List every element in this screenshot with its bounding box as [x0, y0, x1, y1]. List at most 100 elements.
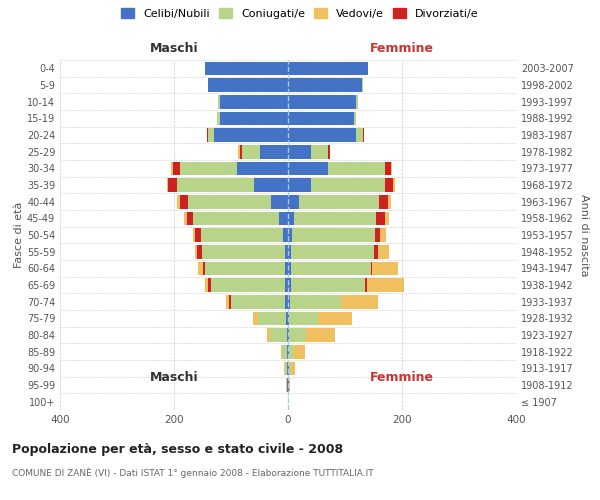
- Bar: [294, 212, 376, 225]
- Bar: [374, 228, 380, 242]
- Bar: [194, 245, 197, 258]
- Bar: [288, 112, 353, 125]
- Bar: [311, 178, 385, 192]
- Bar: [289, 328, 306, 342]
- Bar: [208, 278, 211, 292]
- Bar: [287, 328, 288, 342]
- Bar: [288, 312, 289, 325]
- Bar: [288, 128, 356, 142]
- Bar: [287, 362, 288, 375]
- Bar: [311, 145, 328, 158]
- Bar: [229, 295, 231, 308]
- Bar: [167, 178, 168, 192]
- Bar: [394, 178, 395, 192]
- Bar: [180, 195, 188, 208]
- Bar: [288, 295, 290, 308]
- Bar: [380, 228, 386, 242]
- Y-axis label: Anni di nascita: Anni di nascita: [579, 194, 589, 276]
- Bar: [376, 212, 385, 225]
- Bar: [306, 328, 335, 342]
- Bar: [363, 128, 364, 142]
- Bar: [288, 78, 362, 92]
- Bar: [236, 162, 288, 175]
- Bar: [205, 262, 285, 275]
- Bar: [193, 212, 279, 225]
- Bar: [287, 345, 288, 358]
- Bar: [284, 362, 285, 375]
- Bar: [288, 178, 311, 192]
- Bar: [356, 128, 363, 142]
- Bar: [385, 212, 389, 225]
- Bar: [270, 328, 287, 342]
- Bar: [198, 262, 203, 275]
- Bar: [385, 162, 391, 175]
- Bar: [258, 312, 286, 325]
- Bar: [284, 245, 288, 258]
- Bar: [208, 78, 288, 92]
- Bar: [197, 245, 202, 258]
- Bar: [220, 95, 288, 108]
- Bar: [289, 312, 317, 325]
- Bar: [291, 262, 371, 275]
- Bar: [253, 312, 258, 325]
- Bar: [288, 145, 311, 158]
- Bar: [201, 228, 283, 242]
- Bar: [378, 245, 389, 258]
- Bar: [288, 212, 294, 225]
- Bar: [288, 245, 291, 258]
- Bar: [290, 295, 341, 308]
- Bar: [285, 262, 288, 275]
- Bar: [379, 195, 388, 208]
- Bar: [271, 195, 288, 208]
- Legend: Celibi/Nubili, Coniugati/e, Vedovi/e, Divorziati/e: Celibi/Nubili, Coniugati/e, Vedovi/e, Di…: [119, 6, 481, 21]
- Text: COMUNE DI ZANÈ (VI) - Dati ISTAT 1° gennaio 2008 - Elaborazione TUTTITALIA.IT: COMUNE DI ZANÈ (VI) - Dati ISTAT 1° genn…: [12, 468, 374, 478]
- Bar: [286, 312, 288, 325]
- Bar: [267, 328, 270, 342]
- Text: Maschi: Maschi: [149, 372, 199, 384]
- Bar: [217, 112, 220, 125]
- Bar: [292, 228, 374, 242]
- Bar: [226, 295, 229, 308]
- Bar: [187, 212, 193, 225]
- Bar: [288, 195, 299, 208]
- Bar: [385, 178, 394, 192]
- Bar: [365, 278, 367, 292]
- Bar: [288, 345, 289, 358]
- Bar: [317, 312, 352, 325]
- Bar: [356, 95, 358, 108]
- Bar: [279, 212, 288, 225]
- Bar: [288, 162, 328, 175]
- Bar: [171, 162, 173, 175]
- Bar: [285, 295, 288, 308]
- Bar: [341, 295, 378, 308]
- Bar: [202, 245, 284, 258]
- Bar: [238, 145, 239, 158]
- Bar: [289, 362, 291, 375]
- Bar: [260, 145, 288, 158]
- Bar: [288, 262, 291, 275]
- Bar: [203, 262, 205, 275]
- Bar: [214, 128, 288, 142]
- Text: Femmine: Femmine: [370, 372, 434, 384]
- Bar: [367, 278, 404, 292]
- Bar: [283, 345, 287, 358]
- Bar: [289, 378, 290, 392]
- Bar: [208, 128, 214, 142]
- Bar: [173, 162, 180, 175]
- Text: Maschi: Maschi: [149, 42, 199, 55]
- Bar: [288, 228, 292, 242]
- Bar: [211, 278, 285, 292]
- Bar: [195, 228, 201, 242]
- Bar: [180, 162, 236, 175]
- Bar: [188, 195, 271, 208]
- Text: Femmine: Femmine: [370, 42, 434, 55]
- Bar: [193, 228, 195, 242]
- Bar: [288, 278, 291, 292]
- Bar: [328, 162, 385, 175]
- Bar: [288, 62, 368, 75]
- Bar: [353, 112, 356, 125]
- Bar: [328, 145, 329, 158]
- Bar: [291, 362, 295, 375]
- Bar: [373, 262, 398, 275]
- Bar: [291, 278, 365, 292]
